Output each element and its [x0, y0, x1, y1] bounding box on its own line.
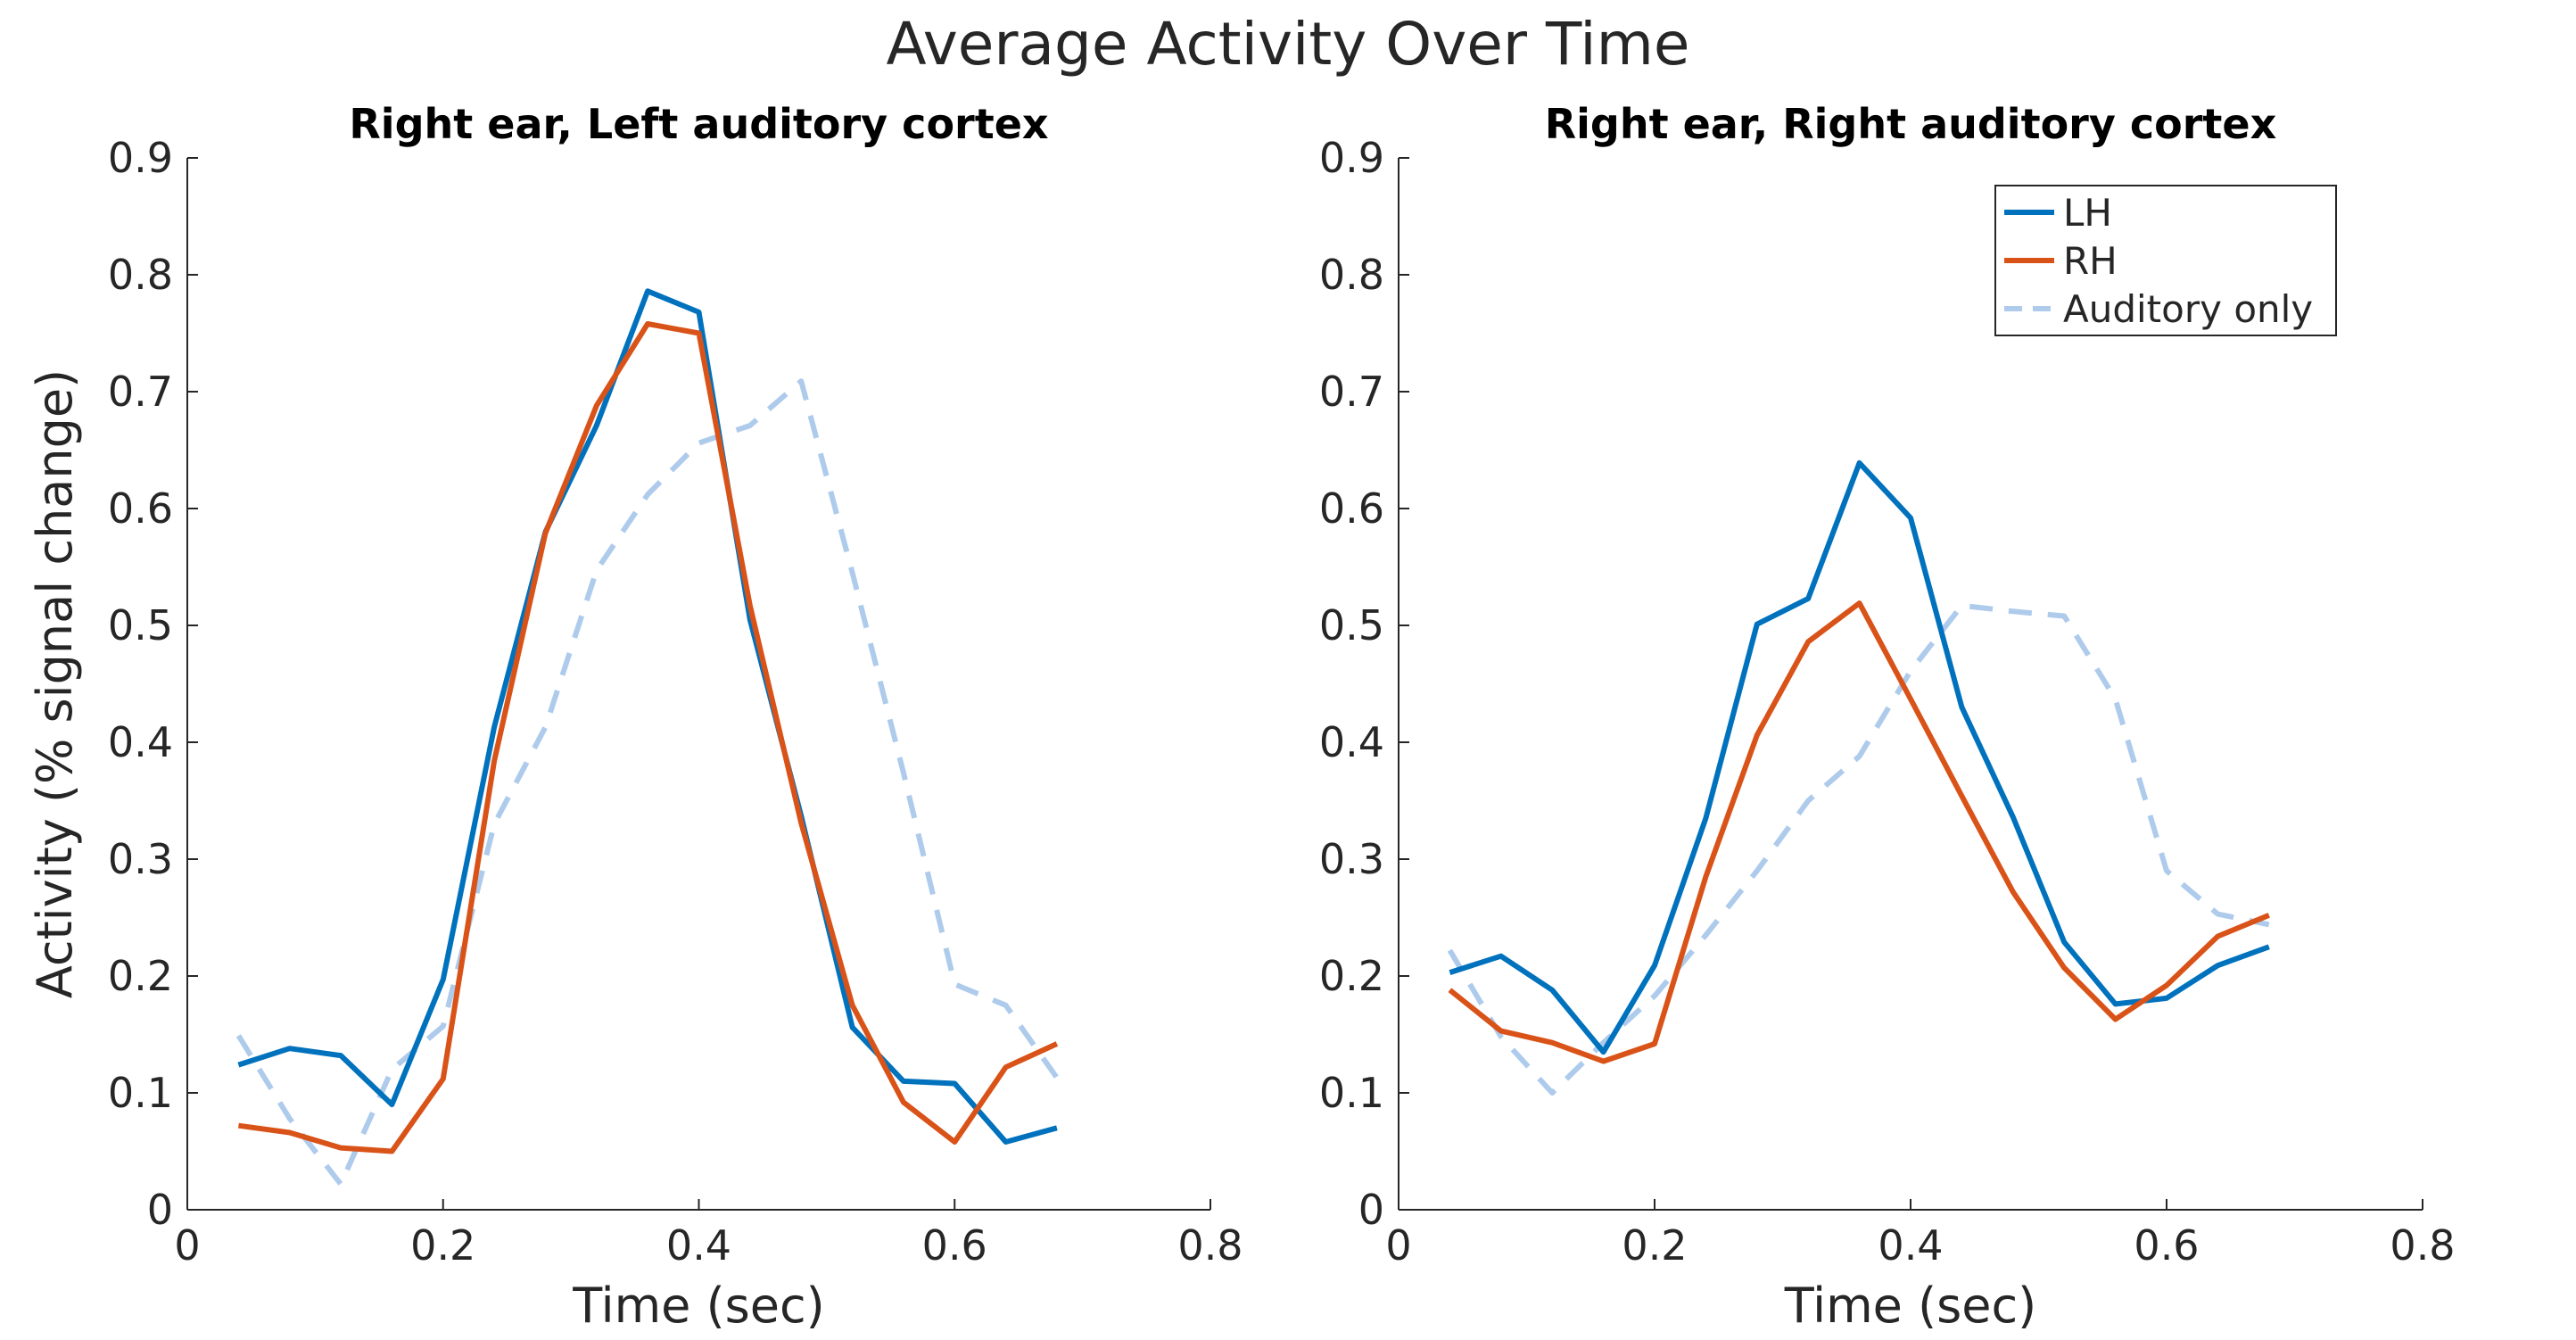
y-tick-label: 0.1 — [1319, 1069, 1384, 1117]
axes-title: Right ear, Right auditory cortex — [1545, 100, 2277, 148]
legend-label-rh: RH — [2063, 239, 2118, 283]
axes-title: Right ear, Left auditory cortex — [349, 100, 1048, 148]
x-tick-label: 0.2 — [1622, 1221, 1687, 1270]
x-tick-label: 0.2 — [410, 1221, 475, 1270]
y-tick-label: 0.7 — [108, 368, 173, 416]
x-tick-label: 0 — [174, 1221, 200, 1270]
y-tick-label: 0.9 — [108, 134, 173, 182]
y-tick-label: 0.9 — [1319, 134, 1384, 182]
legend-label-auditory-only: Auditory only — [2063, 287, 2313, 331]
y-tick-label: 0.2 — [108, 952, 173, 1000]
y-tick-label: 0.1 — [108, 1069, 173, 1117]
y-tick-label: 0.6 — [1319, 484, 1384, 533]
y-tick-label: 0.6 — [108, 484, 173, 533]
subplot-left: Right ear, Left auditory cortex 0 0.1 0.2 0.… — [27, 100, 1243, 1334]
y-axis-label: Activity (% signal change) — [27, 369, 83, 998]
y-tick-label: 0 — [147, 1186, 173, 1234]
x-axis-label: Time (sec) — [572, 1278, 825, 1334]
x-tick-label: 0.8 — [1177, 1221, 1243, 1270]
y-tick-label: 0.7 — [1319, 368, 1384, 416]
legend-label-lh: LH — [2063, 191, 2112, 235]
y-tick-label: 0.3 — [108, 835, 173, 883]
series-line-lh — [237, 288, 1058, 1145]
y-tick-label: 0 — [1358, 1186, 1384, 1234]
y-tick-label: 0.4 — [108, 718, 173, 766]
y-tick-label: 0.4 — [1319, 718, 1384, 766]
x-tick-label: 0.8 — [2390, 1221, 2455, 1270]
y-tick-label: 0.5 — [108, 601, 173, 649]
series-line-auditory-only — [235, 378, 1060, 1187]
series-line-auditory-only — [1447, 602, 2270, 1096]
x-tick-label: 0.6 — [922, 1221, 987, 1270]
y-tick-label: 0.5 — [1319, 601, 1384, 649]
y-tick-label: 0.3 — [1319, 835, 1384, 883]
y-tick-label: 0.2 — [1319, 952, 1384, 1000]
figure-title: Average Activity Over Time — [886, 10, 1689, 79]
x-tick-label: 0.4 — [666, 1221, 731, 1270]
x-tick-label: 0.4 — [1878, 1221, 1943, 1270]
x-tick-label: 0 — [1385, 1221, 1411, 1270]
series-line-lh — [1449, 459, 2270, 1055]
series-line-rh — [237, 321, 1059, 1154]
y-tick-label: 0.8 — [108, 251, 173, 299]
subplot-right: Right ear, Right auditory cortex 0 0.1 0.2 0… — [1319, 100, 2456, 1334]
y-tick-label: 0.8 — [1319, 251, 1384, 299]
x-axis-label: Time (sec) — [1784, 1278, 2037, 1334]
x-tick-label: 0.6 — [2134, 1221, 2199, 1270]
series-line-rh — [1448, 600, 2270, 1064]
